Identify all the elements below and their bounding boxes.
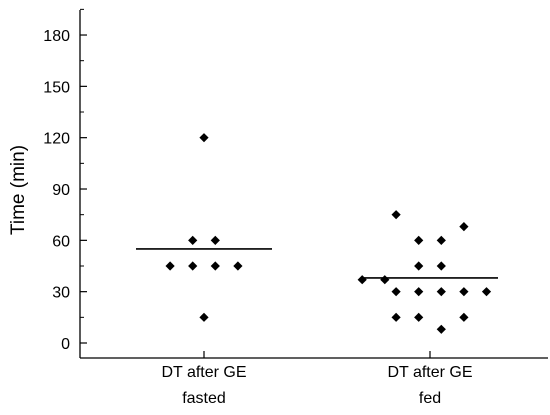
- data-point: [436, 261, 446, 271]
- y-tick-label: 0: [61, 336, 70, 353]
- data-point: [188, 261, 198, 271]
- data-point: [414, 261, 424, 271]
- data-point: [459, 312, 469, 322]
- y-tick-label: 150: [43, 79, 70, 96]
- data-point: [210, 235, 220, 245]
- data-point: [165, 261, 175, 271]
- data-point: [188, 235, 198, 245]
- data-point: [210, 261, 220, 271]
- data-point: [459, 287, 469, 297]
- data-point: [391, 210, 401, 220]
- category-label-line1: DT after GE: [161, 364, 246, 381]
- data-point: [481, 287, 492, 297]
- data-point: [414, 287, 424, 297]
- y-tick-label: 180: [43, 28, 70, 45]
- category-label-line2: fasted: [182, 390, 226, 407]
- data-point: [459, 222, 469, 232]
- data-point: [436, 235, 446, 245]
- mean-lines: [136, 248, 498, 279]
- data-point: [357, 275, 367, 285]
- y-tick-label: 60: [52, 233, 70, 250]
- axes: [79, 8, 548, 359]
- y-tick-label: 90: [52, 182, 70, 199]
- y-axis-label: Time (min): [8, 145, 29, 235]
- data-point: [233, 261, 243, 271]
- data-point: [199, 133, 209, 143]
- y-tick-labels: 0 30 60 90 120 150 180: [43, 28, 70, 353]
- data-point: [380, 275, 390, 285]
- category-label-line2: fed: [419, 390, 441, 407]
- data-point: [436, 324, 446, 334]
- y-tick-label: 30: [52, 285, 70, 302]
- data-point: [414, 235, 424, 245]
- data-points: [165, 133, 492, 334]
- data-point: [391, 287, 401, 297]
- category-label-line1: DT after GE: [387, 364, 472, 381]
- data-point: [436, 287, 446, 297]
- category-labels: DT after GE fasted DT after GE fed: [161, 364, 472, 407]
- data-point: [414, 312, 424, 322]
- y-tick-label: 120: [43, 131, 70, 148]
- data-point: [391, 312, 401, 322]
- data-point: [199, 312, 209, 322]
